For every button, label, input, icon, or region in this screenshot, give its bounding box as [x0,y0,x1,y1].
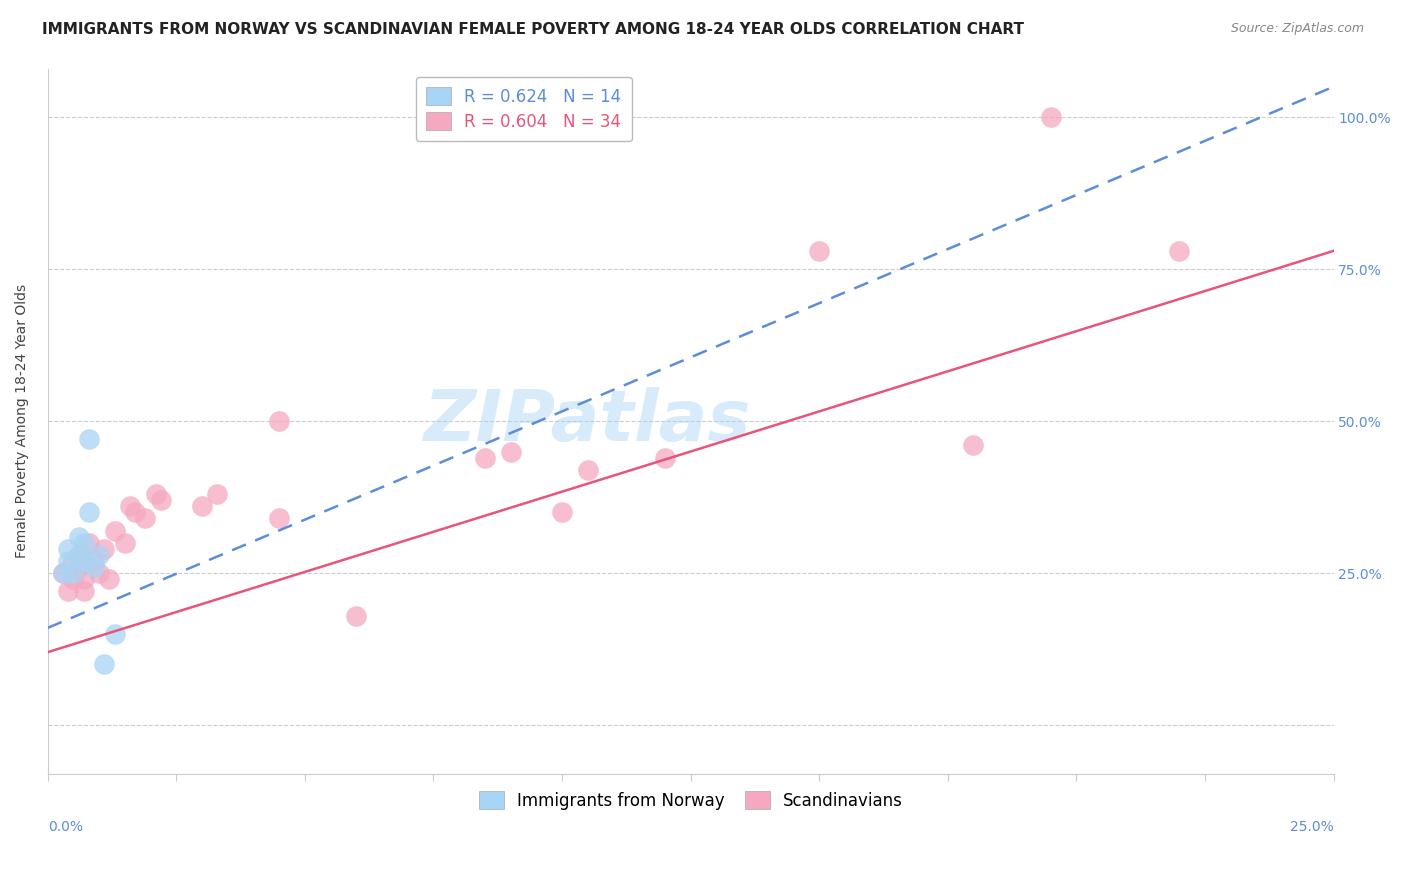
Point [134,511,156,525]
Point [118,500,141,514]
Point [269,511,291,525]
Point [654,450,676,465]
Point [67,548,90,562]
Point [474,450,496,465]
Point [808,244,831,258]
Point [58,554,80,568]
Point [551,505,574,519]
Point [83,560,105,574]
Point [62,566,84,581]
Point [73,535,96,549]
Point [52,566,75,581]
Point [62,554,84,568]
Legend: Immigrants from Norway, Scandinavians: Immigrants from Norway, Scandinavians [470,783,911,818]
Point [191,500,214,514]
Point [77,535,100,549]
Point [124,505,146,519]
Text: Source: ZipAtlas.com: Source: ZipAtlas.com [1230,22,1364,36]
Point [67,560,90,574]
Point [73,572,96,586]
Point [145,487,167,501]
Y-axis label: Female Poverty Among 18-24 Year Olds: Female Poverty Among 18-24 Year Olds [15,284,30,558]
Point [962,438,984,452]
Point [62,572,84,586]
Point [77,433,100,447]
Point [83,554,105,568]
Point [73,554,96,568]
Point [73,584,96,599]
Point [98,572,121,586]
Point [269,414,291,428]
Point [114,535,136,549]
Point [77,505,100,519]
Point [93,541,115,556]
Point [67,548,90,562]
Point [149,493,172,508]
Point [207,487,229,501]
Point [344,608,367,623]
Point [52,566,75,581]
Text: 0.0%: 0.0% [48,820,83,834]
Point [89,566,111,581]
Point [104,524,127,538]
Point [1039,110,1062,124]
Point [1168,244,1191,258]
Text: ZIPatlas: ZIPatlas [425,386,751,456]
Point [89,548,111,562]
Point [93,657,115,672]
Text: 25.0%: 25.0% [1289,820,1333,834]
Text: IMMIGRANTS FROM NORWAY VS SCANDINAVIAN FEMALE POVERTY AMONG 18-24 YEAR OLDS CORR: IMMIGRANTS FROM NORWAY VS SCANDINAVIAN F… [42,22,1024,37]
Point [58,584,80,599]
Point [58,541,80,556]
Point [576,463,599,477]
Point [104,627,127,641]
Point [499,444,522,458]
Point [67,530,90,544]
